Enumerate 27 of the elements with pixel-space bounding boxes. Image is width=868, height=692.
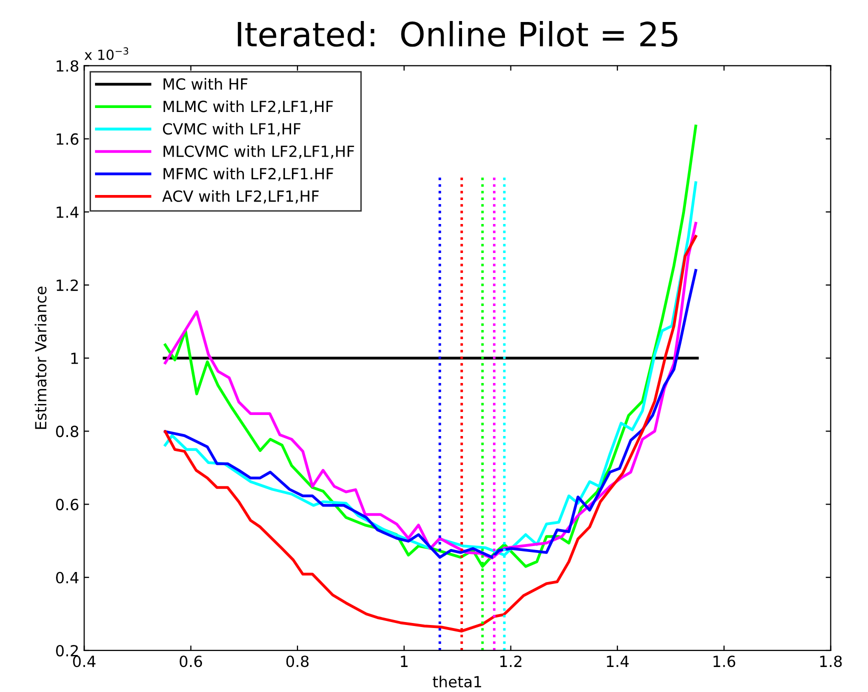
x-tick-label: 1.2 <box>500 656 522 667</box>
y-tick-label: 1 <box>71 352 78 364</box>
y-tick-label: 0.6 <box>56 498 78 510</box>
y-tick-label: 0.4 <box>56 572 78 584</box>
x-tick-label: 1 <box>400 656 408 667</box>
x-tick-label: 0.8 <box>286 656 309 668</box>
legend-label: MC with HF <box>164 78 248 90</box>
legend-label: MLCVMC with LF2,LF1,HF <box>164 145 354 159</box>
y-tick-label: 1.6 <box>56 133 78 145</box>
y-tick-label: 0.2 <box>56 644 78 656</box>
text: x 10$^{−3}$ <box>84 47 128 60</box>
y-tick-label: 1.2 <box>56 279 78 291</box>
x-tick-label: 1.6 <box>714 656 736 668</box>
x-tick-label: 0.4 <box>73 656 96 668</box>
legend-label: MLMC with LF2,LF1,HF <box>164 100 333 114</box>
x-axis-title: theta1 <box>432 676 482 688</box>
x-tick-label: 1.4 <box>606 656 629 667</box>
x-tick-label: 1.8 <box>820 656 842 668</box>
x-tick-label: 0.6 <box>180 656 202 668</box>
y-axis-title: Estimator Variance <box>34 286 47 429</box>
legend-label: CVMC with LF1,HF <box>162 122 300 136</box>
y-tick-label: 0.8 <box>56 426 78 438</box>
y-tick-label: 1.8 <box>56 60 78 72</box>
y-tick-label: 1.4 <box>56 206 78 218</box>
legend-label: MFMC with LF2,LF1.HF <box>164 168 334 182</box>
chart-title: Iterated: Online Pilot = 25 <box>238 20 678 47</box>
legend-label: ACV with LF2,LF1,HF <box>162 190 319 204</box>
